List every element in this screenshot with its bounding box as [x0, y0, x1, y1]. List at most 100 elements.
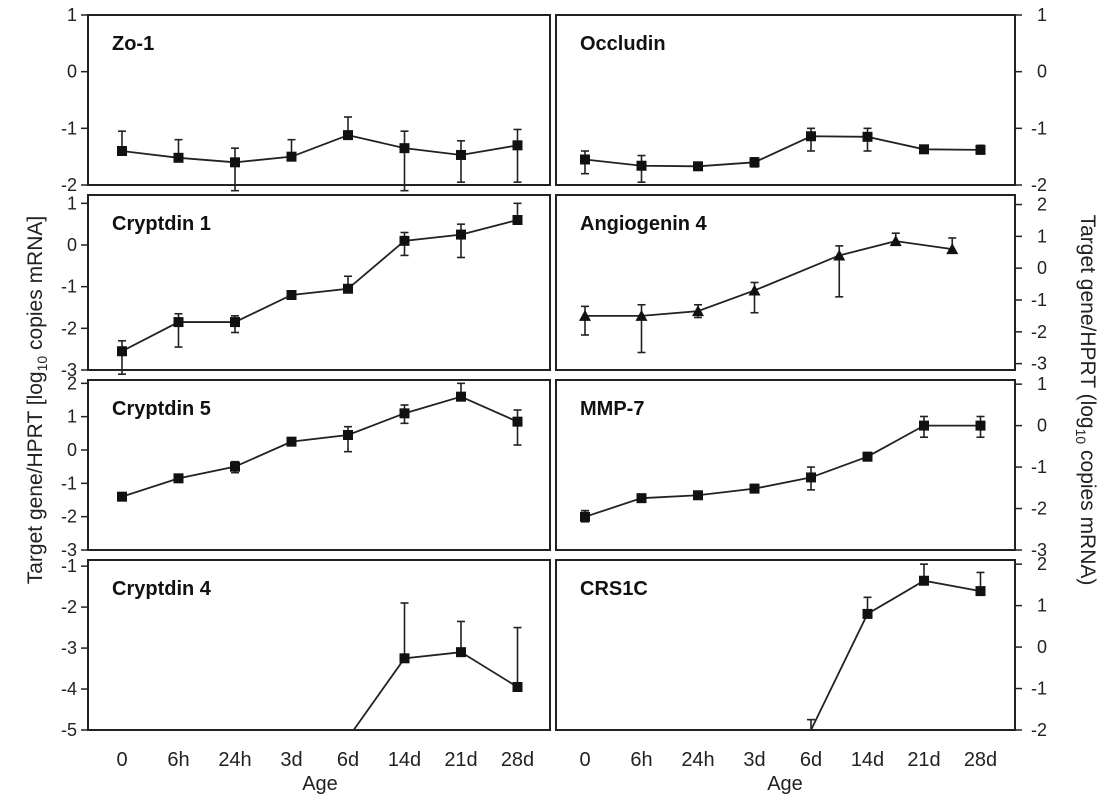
y-tick-label: -3: [61, 638, 77, 658]
series-line: [584, 424, 981, 518]
x-tick-label: 6d: [337, 749, 359, 771]
data-point: [399, 235, 410, 246]
x-axes: 0 6h 24h 3d 6d 14d 21d 28d Age 0 6h 24h 3d 6d 14d 21d 28…: [116, 749, 997, 795]
y-tick-label: -3: [1031, 354, 1047, 374]
data-point: [399, 143, 410, 154]
panel-title: Cryptdin 5: [112, 398, 211, 420]
data-point: [117, 491, 127, 502]
panel-frame: [87, 379, 551, 551]
panel-title: Cryptdin 1: [112, 213, 211, 235]
y-tick-label: 0: [67, 235, 77, 255]
y-tick-label: -2: [61, 507, 77, 527]
data-point: [286, 436, 297, 447]
series-line: [584, 135, 981, 168]
y-tick-label: 0: [67, 62, 77, 82]
data-point: [343, 430, 353, 440]
panel-frame: [555, 194, 1016, 371]
data-point: [230, 157, 240, 168]
x-tick-label: 6h: [167, 749, 189, 771]
panel-occludin: 1 0 -1 -2 Occludin: [555, 5, 1047, 195]
y-tick-label: -2: [61, 597, 77, 617]
data-point: [399, 653, 410, 664]
data-point: [693, 161, 703, 172]
data-point: [975, 586, 986, 597]
data-point: [399, 408, 410, 419]
y-tick-label: -2: [1031, 499, 1047, 519]
data-point: [173, 152, 184, 163]
series-line: [810, 579, 981, 731]
x-axis-label: Age: [767, 773, 803, 795]
panel-frame: [555, 379, 1016, 551]
y-tick-label: -5: [61, 720, 77, 740]
data-point: [862, 131, 873, 142]
data-point: [806, 472, 816, 483]
data-point: [456, 149, 466, 160]
y-tick-label: -2: [1031, 175, 1047, 195]
data-point: [456, 391, 466, 402]
y-tick-label: -1: [61, 473, 77, 493]
panel-mmp-7: 1 0 -1 -2 -3 MMP-7: [555, 374, 1047, 560]
x-tick-label: 28d: [501, 749, 534, 771]
panel-angiogenin-4: 2 1 0 -1 -2 -3 Angiogenin 4: [555, 194, 1047, 374]
data-point: [286, 290, 297, 300]
data-point: [919, 144, 929, 155]
panel-cryptdin-4: -1 -2 -3 -4 -5 Cryptdin 4: [61, 556, 551, 740]
panel-frame: [87, 194, 551, 371]
data-point: [512, 681, 523, 692]
x-tick-label: 3d: [280, 749, 302, 771]
y-tick-label: 1: [1037, 226, 1047, 246]
y-tick-label: 0: [1037, 416, 1047, 436]
y-tick-label: 2: [1037, 554, 1047, 574]
y-tick-label: -1: [61, 556, 77, 576]
data-point: [173, 317, 184, 328]
panel-title: Cryptdin 4: [112, 578, 212, 600]
x-tick-label: 0: [116, 749, 127, 771]
y-axis-label-left: Target gene/HPRT [log10 copies mRNA]: [23, 215, 51, 585]
x-tick-label: 0: [579, 749, 590, 771]
data-point: [862, 451, 873, 462]
y-tick-label: 0: [67, 440, 77, 460]
data-point: [806, 131, 816, 142]
panel-title: Occludin: [580, 33, 666, 55]
data-point: [919, 575, 929, 586]
data-point: [117, 346, 127, 357]
data-point: [636, 493, 647, 504]
x-tick-label: 24h: [218, 749, 251, 771]
y-tick-label: 0: [1037, 637, 1047, 657]
y-tick-label: -3: [1031, 540, 1047, 560]
panel-zo-1: 1 0 -1 -2 Zo-1: [61, 5, 551, 195]
data-point: [512, 416, 523, 427]
y-tick-label: -3: [61, 360, 77, 380]
x-tick-label: 21d: [907, 749, 940, 771]
y-tick-label: 1: [1037, 374, 1047, 394]
panel-cryptdin-1: 1 0 -1 -2 -3 Cryptdin 1: [61, 193, 551, 380]
x-tick-label: 21d: [444, 749, 477, 771]
panel-cryptdin-5: 2 1 0 -1 -2 -3 Cryptdin 5: [61, 373, 551, 560]
y-tick-label: -1: [1031, 118, 1047, 138]
data-point: [748, 284, 761, 296]
y-tick-label: -1: [1031, 457, 1047, 477]
x-tick-label: 28d: [964, 749, 997, 771]
series-line: [121, 219, 518, 353]
data-point: [117, 146, 127, 156]
panel-title: Angiogenin 4: [580, 213, 708, 235]
data-point: [456, 647, 466, 658]
data-point: [512, 140, 523, 151]
y-tick-label: -1: [61, 277, 77, 297]
data-point: [456, 229, 466, 240]
x-tick-label: 6d: [800, 749, 822, 771]
data-point: [580, 511, 590, 522]
data-point: [636, 160, 647, 171]
panel-frame: [555, 559, 1016, 731]
y-tick-label: 1: [67, 193, 77, 213]
series-line: [121, 395, 518, 498]
y-tick-label: -2: [1031, 322, 1047, 342]
data-point: [173, 473, 184, 484]
x-tick-label: 14d: [388, 749, 421, 771]
panel-title: MMP-7: [580, 398, 644, 420]
y-tick-label: 2: [67, 373, 77, 393]
data-point: [862, 608, 873, 619]
y-tick-label: -1: [1031, 290, 1047, 310]
x-axis-label: Age: [302, 773, 338, 795]
